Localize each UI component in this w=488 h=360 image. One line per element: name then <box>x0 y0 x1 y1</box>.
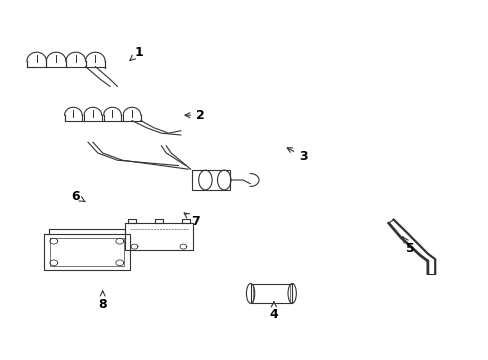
Text: 8: 8 <box>98 291 107 311</box>
Text: 3: 3 <box>286 148 307 163</box>
Text: 2: 2 <box>184 109 204 122</box>
Text: 7: 7 <box>184 213 200 228</box>
Text: 6: 6 <box>71 190 85 203</box>
Text: 4: 4 <box>269 302 278 321</box>
Text: 1: 1 <box>130 46 143 60</box>
Text: 5: 5 <box>402 237 414 255</box>
